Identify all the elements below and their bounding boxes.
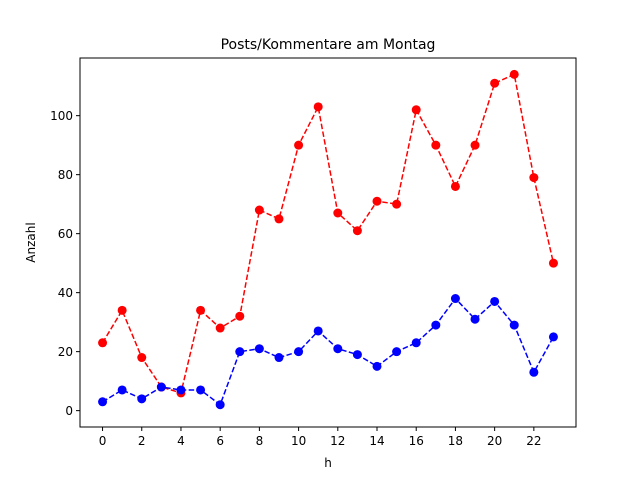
y-tick-label: 20 xyxy=(58,345,73,359)
series-0 xyxy=(98,69,558,398)
data-point xyxy=(274,214,284,224)
series-line xyxy=(101,73,555,394)
y-tick-label: 100 xyxy=(50,109,73,123)
data-point xyxy=(117,305,127,315)
data-point xyxy=(235,311,245,321)
y-tick-label: 40 xyxy=(58,286,73,300)
data-point xyxy=(176,385,186,395)
y-axis-label: Anzahl xyxy=(24,222,38,262)
data-point xyxy=(333,344,343,354)
data-point xyxy=(392,199,402,209)
series-1 xyxy=(98,294,558,410)
data-point xyxy=(215,400,225,410)
data-point xyxy=(254,344,264,354)
data-point xyxy=(490,296,500,306)
x-tick-label: 16 xyxy=(409,434,424,448)
data-point xyxy=(509,69,519,79)
chart-title: Posts/Kommentare am Montag xyxy=(221,37,436,53)
data-point xyxy=(313,102,323,112)
data-point xyxy=(548,258,558,268)
x-tick-label: 0 xyxy=(99,434,107,448)
x-axis: 0 2 4 6 8 10 12 14 16 18 20 22 xyxy=(99,427,541,448)
data-point xyxy=(529,173,539,183)
data-point xyxy=(235,347,245,357)
data-point xyxy=(352,350,362,360)
data-point xyxy=(392,347,402,357)
y-tick-label: 0 xyxy=(65,404,73,418)
plot-frame xyxy=(79,57,577,428)
x-tick-label: 18 xyxy=(448,434,463,448)
data-point xyxy=(98,338,108,348)
x-tick-label: 2 xyxy=(138,434,146,448)
x-tick-label: 12 xyxy=(330,434,345,448)
data-point xyxy=(313,326,323,336)
data-point xyxy=(98,397,108,407)
data-point xyxy=(254,205,264,215)
data-point xyxy=(137,353,147,363)
data-point xyxy=(450,294,460,304)
data-point xyxy=(372,361,382,371)
data-point xyxy=(431,140,441,150)
data-point xyxy=(411,338,421,348)
data-point xyxy=(156,382,166,392)
data-point xyxy=(333,208,343,218)
data-point xyxy=(196,305,206,315)
data-point xyxy=(294,347,304,357)
data-point xyxy=(352,226,362,236)
data-point xyxy=(196,385,206,395)
data-point xyxy=(117,385,127,395)
data-point xyxy=(411,105,421,115)
series-layer xyxy=(98,69,558,410)
x-tick-label: 8 xyxy=(256,434,264,448)
data-point xyxy=(509,320,519,330)
x-tick-label: 20 xyxy=(487,434,502,448)
x-axis-label: h xyxy=(324,456,332,470)
x-tick-label: 10 xyxy=(291,434,306,448)
data-point xyxy=(470,140,480,150)
data-point xyxy=(372,196,382,206)
data-point xyxy=(490,78,500,88)
y-tick-label: 80 xyxy=(58,168,73,182)
data-point xyxy=(294,140,304,150)
data-point xyxy=(548,332,558,342)
data-point xyxy=(450,181,460,191)
data-point xyxy=(215,323,225,333)
x-tick-label: 14 xyxy=(369,434,384,448)
data-point xyxy=(274,353,284,363)
data-point xyxy=(137,394,147,404)
y-tick-label: 60 xyxy=(58,227,73,241)
x-tick-label: 4 xyxy=(177,434,185,448)
data-point xyxy=(529,367,539,377)
x-tick-label: 6 xyxy=(216,434,224,448)
x-tick-label: 22 xyxy=(526,434,541,448)
data-point xyxy=(431,320,441,330)
y-axis: 0 20 40 60 80 100 xyxy=(50,109,80,418)
data-point xyxy=(470,314,480,324)
